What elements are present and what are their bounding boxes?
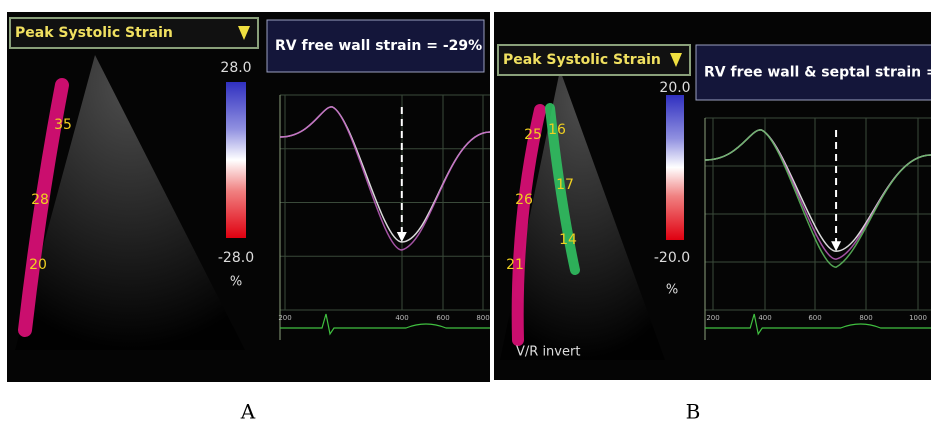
color-scale [226, 82, 246, 238]
scale-min: -28.0 [218, 250, 254, 266]
graph-tick-label: 200 [706, 314, 719, 322]
color-scale [666, 95, 684, 240]
segment-label: 28 [31, 192, 49, 208]
figure: Peak Systolic Strain RV free wall strain … [0, 0, 931, 428]
scale-unit: % [230, 275, 242, 290]
segment-label: 17 [556, 177, 574, 193]
mode-label: V/R invert [516, 345, 580, 360]
graph-tick-label: 1000 [909, 314, 927, 322]
title-text: RV free wall strain = -29% [275, 38, 482, 54]
panel-label: A [240, 400, 256, 424]
scale-unit: % [666, 283, 678, 298]
segment-label: 26 [515, 192, 533, 208]
panel-label: B [686, 400, 701, 424]
scale-max: 20.0 [659, 80, 690, 96]
graph-tick-label: 800 [476, 314, 489, 322]
segment-label: 20 [29, 257, 47, 273]
segment-label: 21 [506, 257, 524, 273]
title-text: RV free wall & septal strain = -21 [704, 65, 931, 81]
segment-label: 35 [54, 117, 72, 133]
scale-max: 28.0 [220, 60, 251, 76]
segment-label: 16 [548, 122, 566, 138]
graph-tick-label: 600 [436, 314, 449, 322]
graph-tick-label: 600 [808, 314, 821, 322]
segment-label: 25 [524, 127, 542, 143]
graph-tick-label: 400 [758, 314, 771, 322]
segment-label: 14 [559, 232, 577, 248]
graph-tick-label: 400 [395, 314, 408, 322]
header-text: Peak Systolic Strain [503, 52, 661, 68]
graph-tick-label: 800 [859, 314, 872, 322]
scale-min: -20.0 [654, 250, 690, 266]
header-text: Peak Systolic Strain [15, 25, 173, 41]
graph-tick-label: 200 [278, 314, 291, 322]
